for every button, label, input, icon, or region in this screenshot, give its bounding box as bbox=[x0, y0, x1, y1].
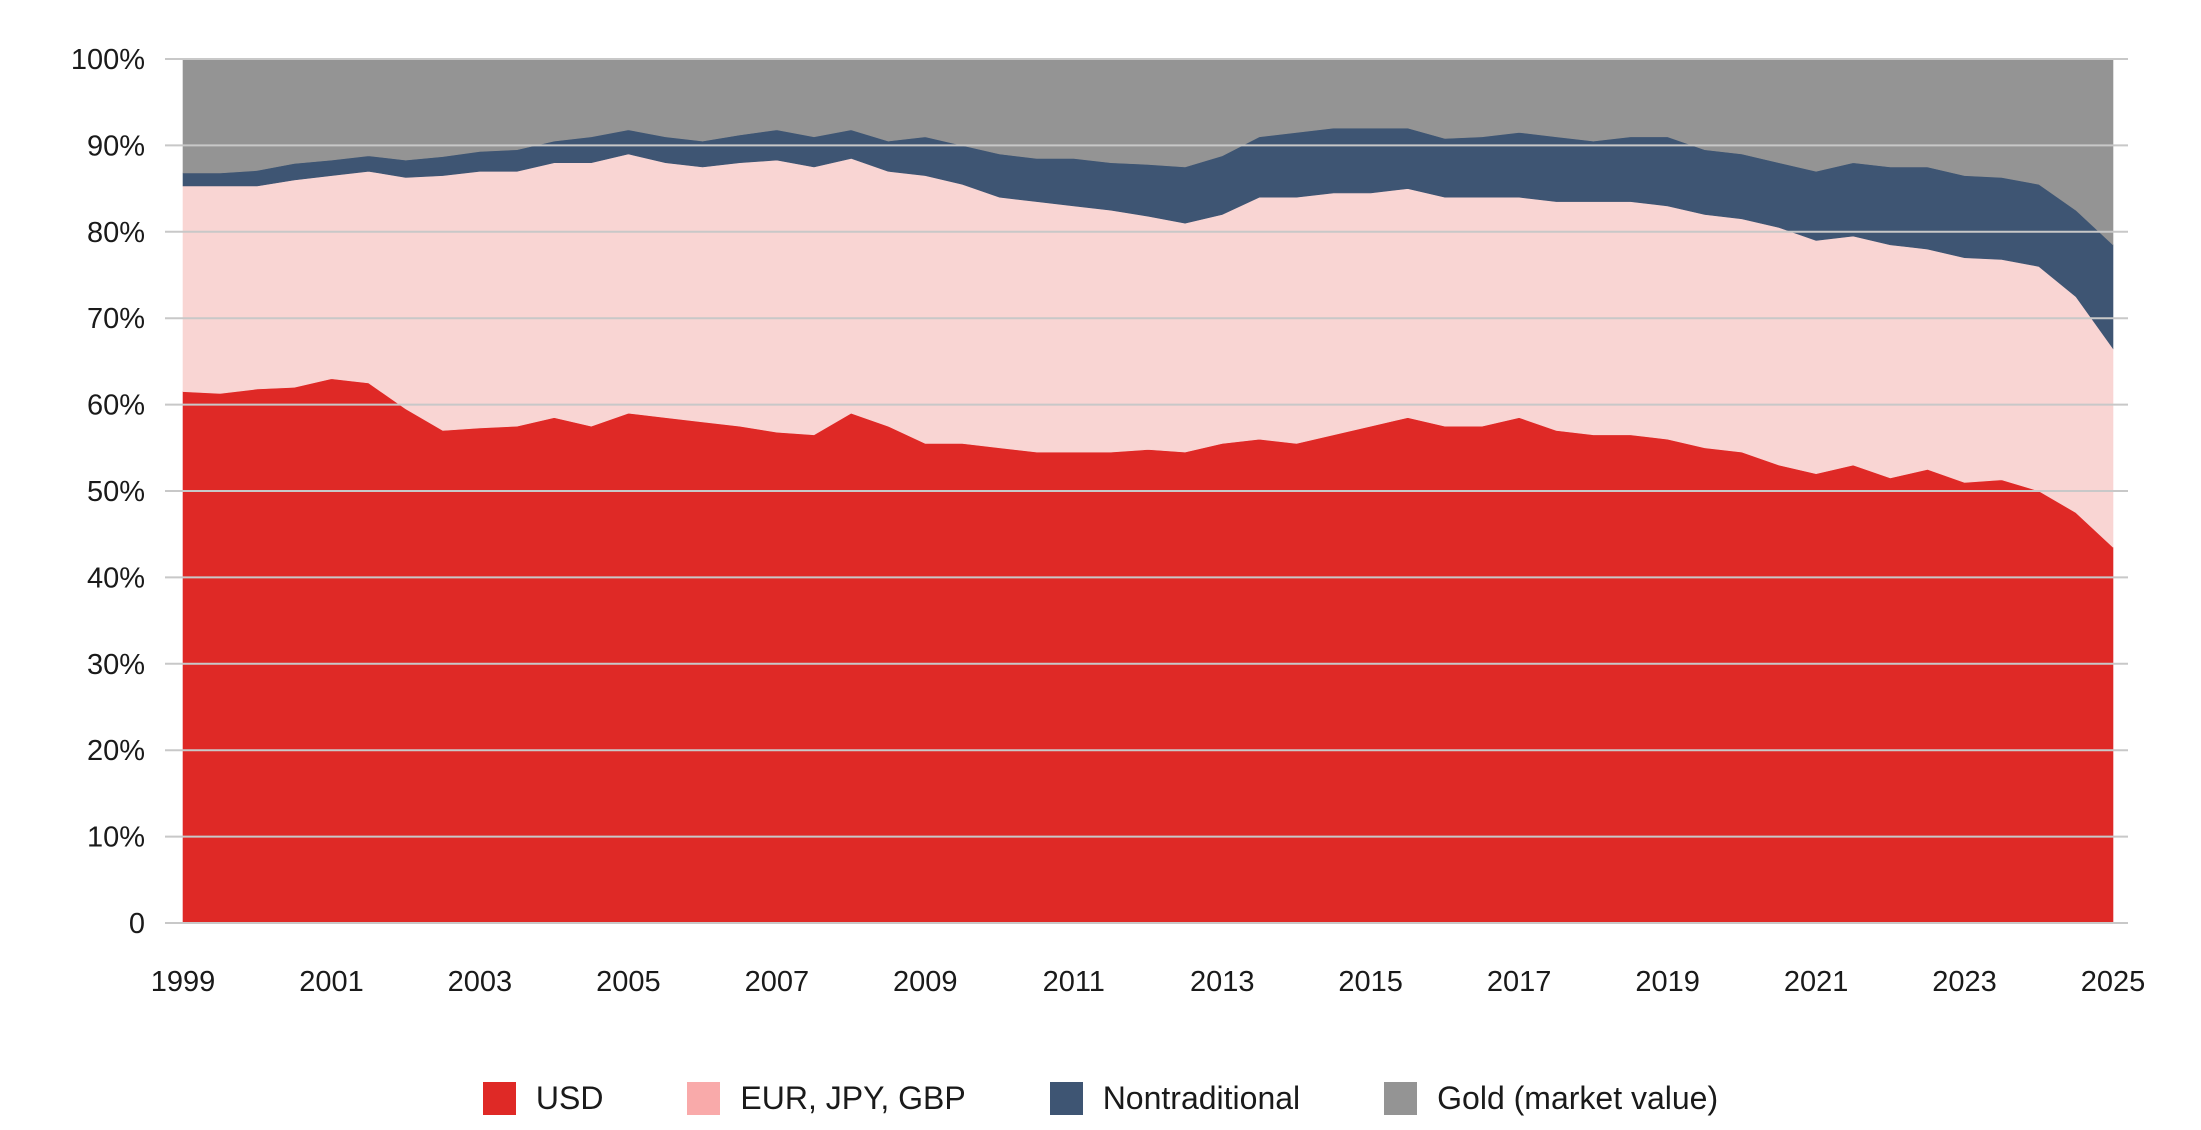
y-tick-label: 0 bbox=[129, 908, 145, 940]
y-tick-label: 100% bbox=[71, 44, 145, 76]
x-tick-label: 2017 bbox=[1487, 966, 1552, 998]
y-tick-label: 90% bbox=[87, 130, 145, 162]
y-tick-label: 10% bbox=[87, 822, 145, 854]
x-tick-label: 2013 bbox=[1190, 966, 1255, 998]
x-tick-label: 2007 bbox=[745, 966, 810, 998]
legend-item-gold: Gold (market value) bbox=[1384, 1080, 1718, 1117]
legend-label-gold: Gold (market value) bbox=[1437, 1080, 1719, 1116]
x-tick-label: 1999 bbox=[151, 966, 216, 998]
y-tick-label: 20% bbox=[87, 735, 145, 767]
legend-swatch-eur-jpy-gbp bbox=[687, 1082, 721, 1115]
horizontal-gridlines bbox=[165, 58, 2128, 924]
x-tick-label: 2015 bbox=[1338, 966, 1403, 998]
x-axis-tick-labels: 1999 2001 2003 2005 2007 2009 2011 2013 2015 2017… bbox=[151, 966, 2146, 998]
y-tick-label: 80% bbox=[87, 217, 145, 249]
legend-label-eur-jpy-gbp: EUR, JPY, GBP bbox=[740, 1080, 966, 1116]
x-tick-label: 2001 bbox=[299, 966, 364, 998]
y-tick-label: 30% bbox=[87, 649, 145, 681]
x-tick-label: 2021 bbox=[1784, 966, 1849, 998]
x-tick-label: 2003 bbox=[448, 966, 513, 998]
legend-swatch-nontraditional bbox=[1049, 1082, 1083, 1115]
legend-label-usd: USD bbox=[535, 1080, 604, 1116]
legend-item-eur-jpy-gbp: EUR, JPY, GBP bbox=[687, 1080, 966, 1117]
area-layers bbox=[182, 58, 2114, 924]
legend-swatch-usd bbox=[482, 1082, 516, 1115]
legend-item-nontraditional: Nontraditional bbox=[1049, 1080, 1301, 1117]
y-tick-label: 50% bbox=[87, 476, 145, 508]
y-tick-label: 40% bbox=[87, 562, 145, 594]
x-tick-label: 2009 bbox=[893, 966, 958, 998]
y-tick-label: 60% bbox=[87, 390, 145, 422]
y-tick-label: 70% bbox=[87, 303, 145, 335]
x-tick-label: 2005 bbox=[596, 966, 661, 998]
x-tick-label: 2019 bbox=[1635, 966, 1700, 998]
legend-swatch-gold bbox=[1384, 1082, 1418, 1115]
legend-item-usd: USD bbox=[482, 1080, 604, 1117]
x-tick-label: 2025 bbox=[2081, 966, 2146, 998]
chart-legend: USD EUR, JPY, GBP Nontraditional Gold (m… bbox=[0, 1080, 2201, 1117]
y-axis-tick-labels: 0 10% 20% 30% 40% 50% 60% 70% 80% 90% 100% bbox=[71, 44, 145, 940]
x-tick-label: 2011 bbox=[1043, 966, 1105, 998]
x-tick-label: 2023 bbox=[1932, 966, 1997, 998]
legend-label-nontraditional: Nontraditional bbox=[1102, 1080, 1301, 1116]
